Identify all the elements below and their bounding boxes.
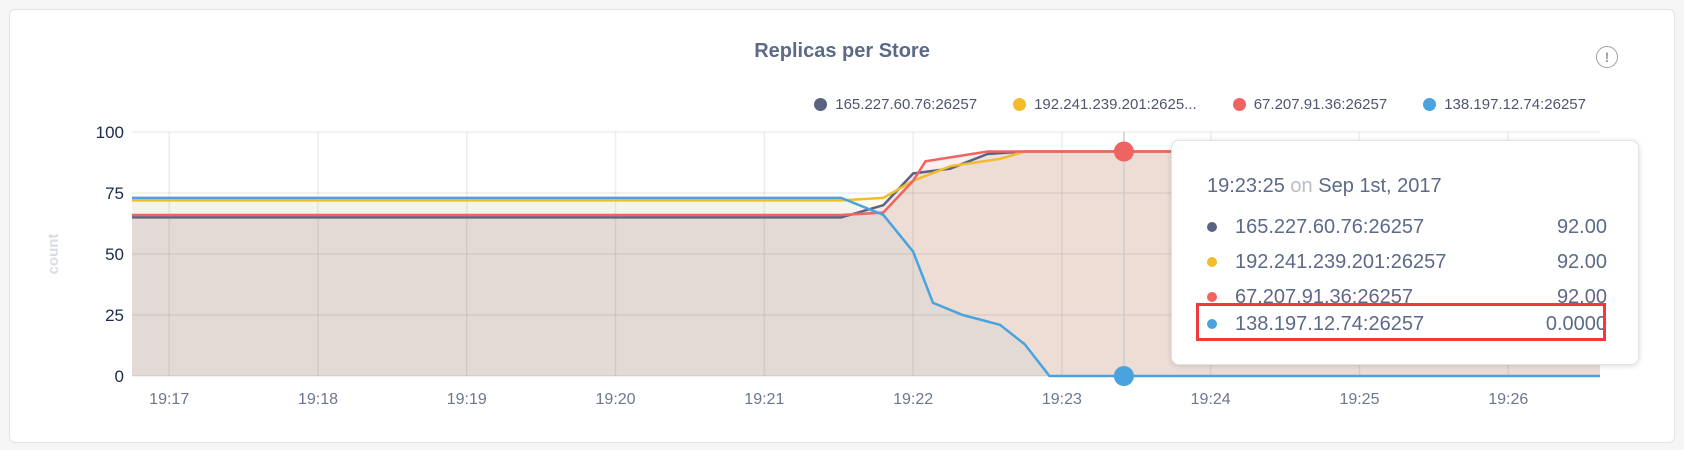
tooltip-value: 92.00 [1556, 285, 1607, 308]
legend: 165.227.60.76:26257 192.241.239.201:2625… [814, 96, 1586, 113]
tooltip-row: 192.241.239.201:26257 92.00 [1207, 245, 1607, 279]
tooltip-date: Sep 1st, 2017 [1318, 175, 1442, 197]
x-tick-label: 19:22 [893, 391, 933, 408]
tooltip-value: 92.00 [1556, 215, 1607, 238]
tooltip-dot [1207, 257, 1217, 267]
tooltip-value: 92.00 [1556, 250, 1607, 273]
y-tick-label: 25 [105, 306, 124, 325]
y-tick-label: 50 [105, 245, 124, 264]
legend-item[interactable]: 192.241.239.201:2625... [1013, 96, 1197, 113]
legend-dot [1013, 98, 1027, 111]
x-tick-label: 19:18 [298, 391, 338, 408]
series-area [132, 197, 1600, 376]
legend-label: 138.197.12.74:26257 [1444, 96, 1586, 113]
x-tick-label: 19:20 [596, 391, 636, 408]
tooltip-series: 165.227.60.76:26257 [1235, 215, 1425, 238]
x-tick-label: 19:24 [1191, 391, 1231, 408]
chart-title: Replicas per Store [754, 40, 930, 62]
hover-point [1113, 366, 1134, 386]
tooltip-time: 19:23:25 [1207, 175, 1285, 197]
legend-dot [1423, 98, 1437, 111]
tooltip-dot [1207, 319, 1217, 329]
x-tick-label: 19:23 [1042, 391, 1082, 408]
x-tick-label: 19:26 [1488, 391, 1528, 408]
tooltip-row: 67.207.91.36:26257 92.00 [1207, 280, 1607, 314]
legend-dot [1232, 98, 1246, 111]
highlight-box [1196, 303, 1606, 341]
tooltip-value: 0.0000 [1545, 312, 1607, 335]
tooltip-dot [1207, 222, 1217, 232]
legend-label: 192.241.239.201:2625... [1034, 96, 1197, 113]
tooltip-series: 192.241.239.201:26257 [1235, 250, 1447, 273]
hover-point [1113, 141, 1134, 162]
x-tick-label: 19:21 [744, 391, 784, 408]
x-tick-label: 19:17 [149, 391, 189, 408]
y-tick-label: 0 [115, 367, 124, 386]
tooltip: 19:23:25 on Sep 1st, 2017 165.227.60.76:… [1171, 140, 1639, 365]
y-tick-label: 75 [105, 184, 124, 203]
legend-item[interactable]: 138.197.12.74:26257 [1423, 96, 1586, 113]
tooltip-series: 67.207.91.36:26257 [1235, 285, 1413, 308]
tooltip-dot [1207, 292, 1217, 302]
legend-label: 67.207.91.36:26257 [1253, 96, 1388, 113]
x-tick-label: 19:19 [447, 391, 487, 408]
series-line [132, 150, 1600, 217]
tooltip-row: 165.227.60.76:26257 92.00 [1207, 210, 1607, 244]
y-tick-label: 100 [96, 123, 124, 142]
y-axis-label: count [45, 234, 62, 275]
legend-item[interactable]: 165.227.60.76:26257 [814, 96, 977, 113]
legend-label: 165.227.60.76:26257 [835, 96, 978, 113]
tooltip-row: 138.197.12.74:26257 0.0000 [1207, 307, 1607, 341]
tooltip-series: 138.197.12.74:26257 [1235, 312, 1425, 335]
tooltip-header: 19:23:25 on Sep 1st, 2017 [1207, 175, 1442, 198]
legend-item[interactable]: 67.207.91.36:26257 [1232, 96, 1388, 113]
legend-dot [814, 98, 828, 111]
series-line [132, 196, 1600, 378]
x-tick-label: 19:25 [1339, 391, 1379, 408]
tooltip-on: on [1290, 175, 1313, 197]
info-circle-icon[interactable]: ! [1596, 46, 1618, 68]
